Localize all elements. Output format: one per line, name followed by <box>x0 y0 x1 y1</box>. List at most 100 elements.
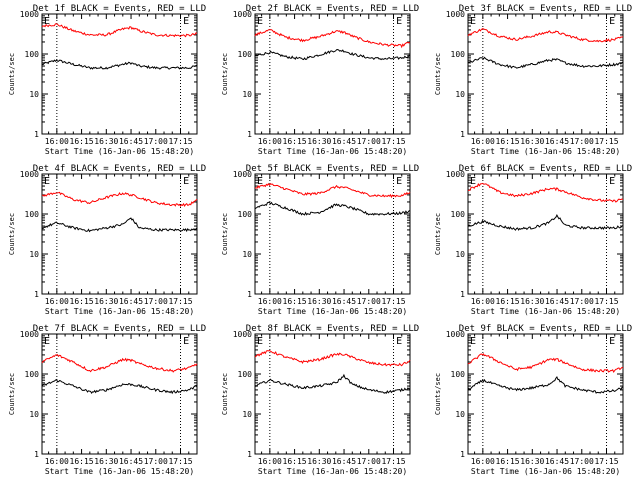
y-tick-label: 100 <box>25 370 40 379</box>
x-tick-label: 16:00 <box>45 457 69 466</box>
y-tick-label: 1000 <box>233 170 252 179</box>
x-tick-label: 16:00 <box>258 297 282 306</box>
y-tick-label: 10 <box>29 410 39 419</box>
x-tick-label: 16:45 <box>332 137 356 146</box>
x-tick-label: 17:00 <box>570 297 594 306</box>
x-tick-label: 16:45 <box>332 457 356 466</box>
y-tick-label: 1 <box>34 450 39 459</box>
series-line-events <box>254 48 411 61</box>
panel-title: Det 7f BLACK = Events, RED = LLD <box>33 324 206 334</box>
x-tick-label: 16:45 <box>545 457 569 466</box>
series-line-events <box>41 59 198 70</box>
event-marker-label: E <box>470 336 476 347</box>
x-tick-label: 17:15 <box>381 137 405 146</box>
panel-title: Det 5f BLACK = Events, RED = LLD <box>246 164 419 174</box>
y-tick-label: 1 <box>247 450 252 459</box>
plot-frame <box>41 13 198 135</box>
x-axis-label: Start Time (16-Jan-06 15:48:20) <box>471 467 620 476</box>
y-axis-label: Counts/sec <box>8 213 16 255</box>
x-tick-label: 16:30 <box>94 137 118 146</box>
panel-title: Det 1f BLACK = Events, RED = LLD <box>33 4 206 14</box>
x-tick-label: 16:15 <box>496 297 520 306</box>
x-tick-label: 17:00 <box>144 457 168 466</box>
plot-frame <box>254 333 411 455</box>
y-tick-label: 10 <box>455 410 465 419</box>
y-tick-label: 1000 <box>446 170 465 179</box>
panel-5: Det 5f BLACK = Events, RED = LLD 1 10 100 10… <box>221 164 419 316</box>
y-axis-label: Counts/sec <box>8 53 16 95</box>
panel-2: Det 2f BLACK = Events, RED = LLD 1 10 100 10… <box>221 4 419 156</box>
x-tick-label: 16:45 <box>545 137 569 146</box>
x-axis-label: Start Time (16-Jan-06 15:48:20) <box>258 307 407 316</box>
x-tick-label: 17:00 <box>357 137 381 146</box>
x-tick-label: 17:15 <box>594 297 618 306</box>
series-line-lld <box>254 350 411 367</box>
y-tick-label: 10 <box>455 250 465 259</box>
panel-1: Det 1f BLACK = Events, RED = LLD 1 10 100 10… <box>8 4 206 156</box>
x-tick-label: 16:15 <box>70 457 94 466</box>
event-marker-label: E <box>609 16 615 27</box>
series-line-events <box>41 217 198 233</box>
plot-frame <box>467 13 624 135</box>
series-line-events <box>467 56 624 69</box>
x-tick-label: 16:15 <box>70 297 94 306</box>
x-tick-label: 17:15 <box>594 137 618 146</box>
x-tick-label: 16:00 <box>471 297 495 306</box>
y-tick-label: 1000 <box>233 10 252 19</box>
series-line-lld <box>254 182 411 199</box>
x-tick-label: 17:00 <box>357 297 381 306</box>
x-tick-label: 17:00 <box>357 457 381 466</box>
x-tick-label: 16:00 <box>471 137 495 146</box>
x-tick-label: 17:00 <box>570 457 594 466</box>
x-tick-label: 16:30 <box>520 297 544 306</box>
x-tick-label: 16:30 <box>94 457 118 466</box>
y-tick-label: 1 <box>34 130 39 139</box>
y-tick-label: 100 <box>25 210 40 219</box>
x-tick-label: 17:00 <box>570 137 594 146</box>
panel-title: Det 2f BLACK = Events, RED = LLD <box>246 4 419 14</box>
x-tick-label: 17:15 <box>381 457 405 466</box>
x-tick-label: 16:45 <box>545 297 569 306</box>
series-line-lld <box>467 182 624 203</box>
plot-frame <box>467 333 624 455</box>
event-marker-label: E <box>257 16 263 27</box>
x-tick-label: 16:15 <box>70 137 94 146</box>
y-tick-label: 1000 <box>20 170 39 179</box>
x-tick-label: 16:00 <box>45 137 69 146</box>
y-tick-label: 1 <box>460 450 465 459</box>
x-tick-label: 16:15 <box>496 457 520 466</box>
y-tick-label: 10 <box>29 90 39 99</box>
y-tick-label: 100 <box>451 210 466 219</box>
panel-3: Det 3f BLACK = Events, RED = LLD 1 10 100 10… <box>434 4 632 156</box>
y-axis-label: Counts/sec <box>434 213 442 255</box>
y-axis-label: Counts/sec <box>221 373 229 415</box>
series-line-events <box>254 201 411 216</box>
panel-title: Det 6f BLACK = Events, RED = LLD <box>459 164 632 174</box>
x-tick-label: 16:45 <box>332 297 356 306</box>
plot-frame <box>41 173 198 295</box>
x-tick-label: 17:00 <box>144 297 168 306</box>
y-tick-label: 100 <box>238 50 253 59</box>
x-tick-label: 16:30 <box>520 457 544 466</box>
y-tick-label: 1 <box>247 130 252 139</box>
y-tick-label: 1 <box>460 130 465 139</box>
plot-frame <box>41 333 198 455</box>
x-tick-label: 16:15 <box>283 297 307 306</box>
x-tick-label: 16:00 <box>471 457 495 466</box>
x-tick-label: 17:15 <box>168 297 192 306</box>
series-line-lld <box>41 354 198 373</box>
y-axis-label: Counts/sec <box>8 373 16 415</box>
event-marker-label: E <box>470 16 476 27</box>
event-marker-label: E <box>183 16 189 27</box>
event-marker-label: E <box>609 336 615 347</box>
y-axis-label: Counts/sec <box>221 213 229 255</box>
x-tick-label: 17:15 <box>381 297 405 306</box>
x-tick-label: 17:15 <box>168 457 192 466</box>
y-tick-label: 1000 <box>446 10 465 19</box>
series-line-events <box>467 376 624 394</box>
plot-frame <box>254 13 411 135</box>
x-axis-label: Start Time (16-Jan-06 15:48:20) <box>471 147 620 156</box>
y-tick-label: 1000 <box>233 330 252 339</box>
panel-6: Det 6f BLACK = Events, RED = LLD 1 10 100 10… <box>434 164 632 316</box>
x-tick-label: 16:15 <box>496 137 520 146</box>
